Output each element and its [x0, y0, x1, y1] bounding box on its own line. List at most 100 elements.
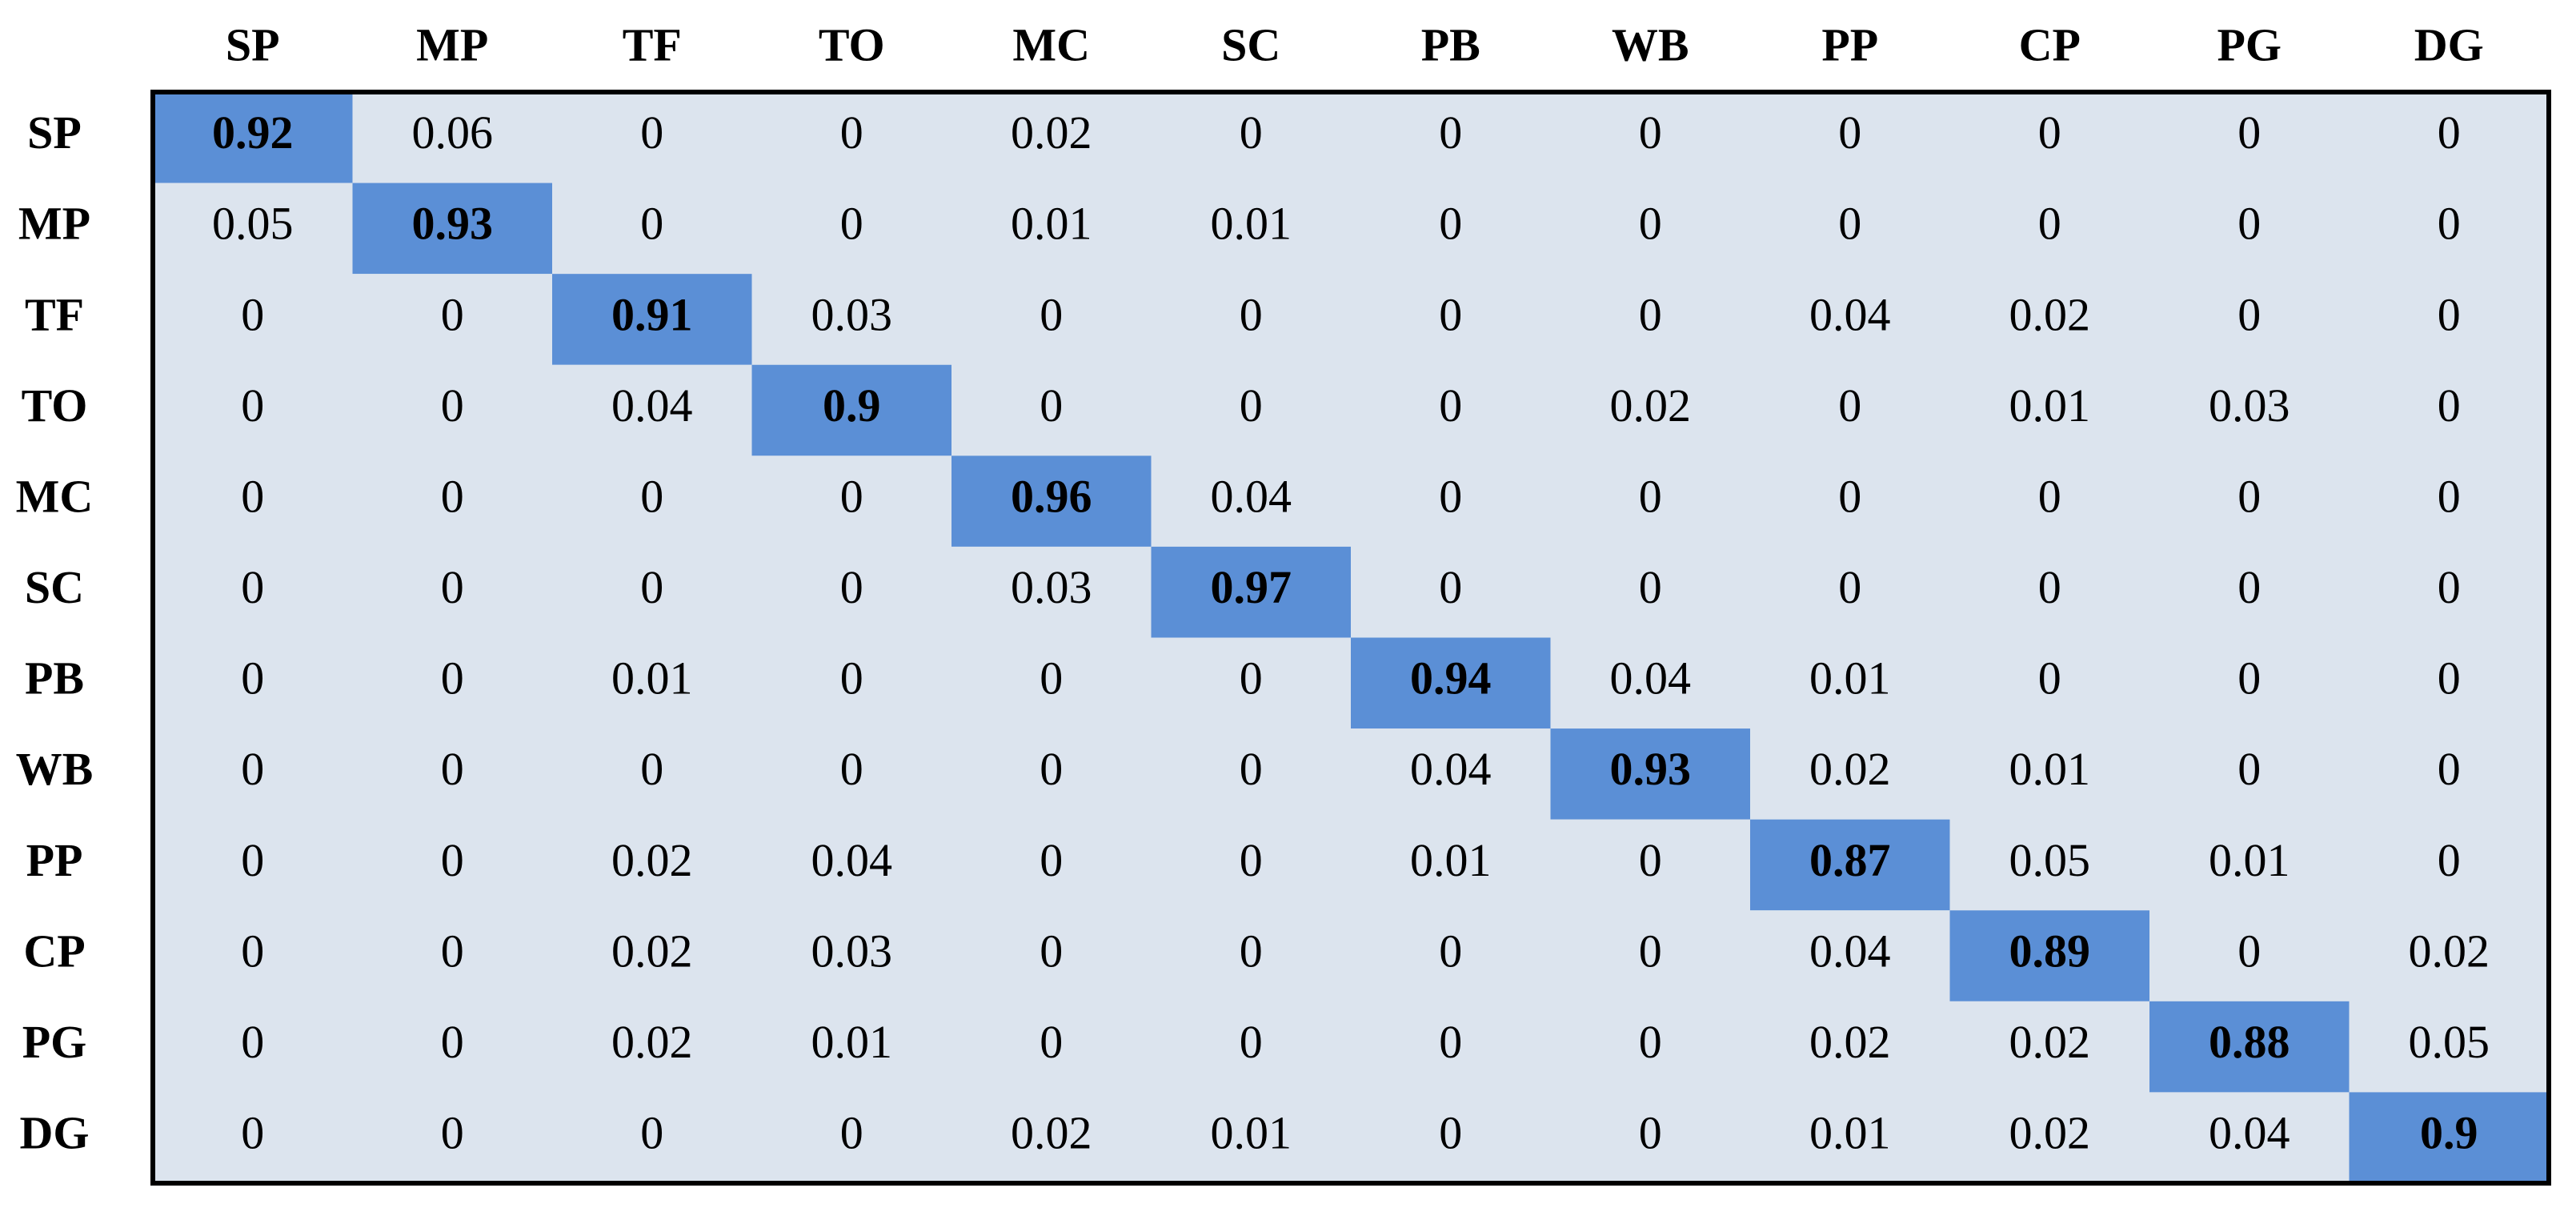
cell	[1151, 1001, 1351, 1093]
cell-value: 0	[1639, 470, 1662, 522]
cell-value: 0	[1838, 561, 1861, 613]
cell	[352, 92, 552, 183]
cell-value: 0	[2038, 470, 2061, 522]
cell-value: 0	[2438, 652, 2461, 704]
cell	[1949, 455, 2149, 547]
cell-value: 0	[441, 834, 464, 886]
cell-value: 0	[640, 470, 663, 522]
cell	[751, 364, 951, 456]
cell	[552, 92, 752, 183]
cell-value: 0.01	[611, 652, 693, 704]
cell-value: 0	[2038, 561, 2061, 613]
cell	[1151, 728, 1351, 820]
cell-value: 0.92	[212, 106, 294, 159]
cell-value: 0	[2237, 652, 2261, 704]
cell	[1949, 364, 2149, 456]
cell-value: 0.97	[1211, 561, 1292, 613]
cell	[951, 183, 1152, 275]
cell-value: 0.9	[823, 379, 881, 431]
cell	[751, 728, 951, 820]
cell	[153, 92, 353, 183]
cell	[1750, 92, 1950, 183]
cell-value: 0	[2237, 288, 2261, 340]
cell	[2349, 92, 2549, 183]
cell-value: 0	[640, 1107, 663, 1159]
cell-value: 0	[2237, 198, 2261, 250]
cell	[2349, 819, 2549, 911]
cell	[1949, 183, 2149, 275]
cell-value: 0	[1040, 1016, 1063, 1068]
cell	[1750, 1092, 1950, 1183]
cell	[2149, 1001, 2350, 1093]
cell-value: 0.91	[611, 288, 693, 340]
cell	[1550, 455, 1750, 547]
cell	[1351, 274, 1551, 365]
cell	[751, 92, 951, 183]
cell-value: 0.01	[2009, 379, 2091, 431]
row-label: SP	[27, 106, 82, 159]
cell	[951, 910, 1152, 1001]
cell	[153, 1001, 353, 1093]
cell-value: 0	[640, 743, 663, 795]
cell	[1351, 455, 1551, 547]
cell	[951, 274, 1152, 365]
cell	[951, 819, 1152, 911]
cell-value: 0	[241, 1107, 264, 1159]
cell	[751, 183, 951, 275]
cell	[2349, 364, 2549, 456]
cell-value: 0	[441, 743, 464, 795]
cell-value: 0	[1439, 198, 1462, 250]
cell	[1949, 637, 2149, 729]
row-label: TO	[22, 379, 88, 431]
cell-value: 0	[1439, 106, 1462, 159]
cell-value: 0	[1639, 925, 1662, 977]
cell	[552, 1001, 752, 1093]
cell	[951, 546, 1152, 638]
cell-value: 0.02	[2009, 1016, 2091, 1068]
column-label: CP	[2019, 18, 2081, 70]
cell	[751, 910, 951, 1001]
cell-value: 0.93	[1610, 743, 1692, 795]
cell	[1750, 546, 1950, 638]
cell-value: 0	[2038, 198, 2061, 250]
cell-value: 0	[1040, 652, 1063, 704]
cell-value: 0.96	[1011, 470, 1092, 522]
cell-value: 0	[1040, 379, 1063, 431]
cell	[1949, 1092, 2149, 1183]
cell-value: 0	[441, 561, 464, 613]
cell-value: 0	[1838, 379, 1861, 431]
cell	[1949, 274, 2149, 365]
cell	[1550, 819, 1750, 911]
cell-value: 0.01	[2209, 834, 2290, 886]
cell	[552, 183, 752, 275]
column-label: SC	[1221, 18, 1280, 70]
cell	[1151, 546, 1351, 638]
cell-value: 0	[1040, 925, 1063, 977]
cell	[352, 637, 552, 729]
cell	[1550, 274, 1750, 365]
cell-value: 0	[1439, 1016, 1462, 1068]
cell-value: 0.88	[2209, 1016, 2290, 1068]
cell	[153, 364, 353, 456]
cell-value: 0	[441, 1107, 464, 1159]
cell	[1550, 1001, 1750, 1093]
cell-value: 0	[840, 652, 863, 704]
cell	[2349, 910, 2549, 1001]
cell	[1151, 455, 1351, 547]
cell	[352, 1001, 552, 1093]
column-label: PG	[2217, 18, 2282, 70]
cell	[1750, 637, 1950, 729]
cell	[1351, 546, 1551, 638]
cell	[951, 1092, 1152, 1183]
cell-value: 0.04	[1809, 288, 1891, 340]
cell	[1351, 1001, 1551, 1093]
cell-value: 0.05	[2009, 834, 2091, 886]
cell	[1351, 637, 1551, 729]
row-label: PG	[22, 1016, 87, 1068]
cell	[1750, 455, 1950, 547]
cell	[1550, 1092, 1750, 1183]
cell-value: 0	[441, 288, 464, 340]
cell-value: 0.04	[811, 834, 893, 886]
cell	[2149, 455, 2350, 547]
cell	[352, 819, 552, 911]
